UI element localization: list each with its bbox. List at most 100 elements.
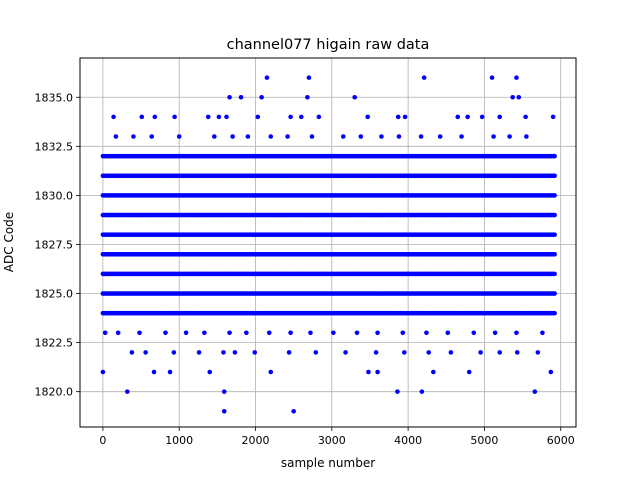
data-point: [552, 251, 557, 257]
data-point: [497, 114, 502, 120]
data-point: [358, 134, 364, 139]
data-point: [259, 94, 264, 100]
data-point: [523, 114, 528, 120]
data-points: [100, 75, 557, 414]
chart-title: channel077 higain raw data: [227, 37, 430, 53]
data-point: [221, 389, 227, 394]
data-point: [366, 369, 371, 375]
data-point: [459, 134, 464, 139]
data-point: [102, 330, 108, 336]
data-point: [540, 330, 545, 336]
data-point: [113, 134, 119, 139]
data-point: [492, 330, 498, 336]
data-point: [216, 114, 222, 120]
data-point: [285, 134, 290, 139]
data-point: [419, 389, 425, 394]
data-point: [478, 350, 483, 355]
data-point: [497, 350, 502, 355]
data-point: [331, 330, 336, 336]
y-tick-label: 1820.0: [35, 386, 74, 399]
data-point: [489, 75, 495, 80]
data-point: [305, 94, 310, 100]
data-point: [288, 114, 293, 120]
data-point: [352, 94, 358, 100]
data-point: [129, 350, 135, 355]
data-point: [431, 369, 436, 375]
x-tick-label: 5000: [470, 434, 498, 447]
y-tick-label: 1822.5: [35, 337, 74, 350]
data-point: [252, 350, 258, 355]
data-point: [375, 330, 380, 336]
data-point: [221, 350, 226, 355]
data-point: [100, 369, 106, 375]
data-point: [306, 75, 312, 80]
data-point: [365, 114, 370, 120]
data-point: [400, 330, 406, 336]
data-point: [232, 350, 238, 355]
data-point: [171, 350, 177, 355]
data-point: [288, 330, 293, 336]
x-axis-ticks: 0 1000 2000 3000 4000 5000 6000: [99, 427, 575, 447]
data-point: [510, 94, 515, 100]
data-point: [421, 75, 427, 80]
y-axis-ticks: 1820.0 1822.5 1825.0 1827.5 1830.0 1832.5 1835…: [35, 91, 80, 399]
data-point: [125, 389, 130, 394]
data-point: [471, 330, 477, 336]
data-point: [532, 389, 538, 394]
data-point: [111, 114, 116, 120]
data-point: [466, 369, 472, 375]
data-point: [230, 134, 235, 139]
data-point: [402, 114, 408, 120]
data-point: [395, 114, 401, 120]
data-point: [507, 134, 512, 139]
data-point: [151, 369, 157, 375]
data-point: [176, 134, 182, 139]
data-point: [552, 291, 557, 296]
data-point: [491, 134, 496, 139]
data-point: [552, 173, 557, 179]
data-point: [196, 350, 202, 355]
data-point: [264, 75, 270, 80]
y-tick-label: 1830.0: [35, 189, 74, 202]
data-point: [143, 350, 148, 355]
data-point: [212, 134, 217, 139]
y-tick-label: 1832.5: [35, 140, 74, 153]
data-point: [139, 114, 145, 120]
data-point: [152, 114, 158, 120]
data-point: [552, 271, 557, 277]
data-point: [227, 330, 232, 336]
data-point: [465, 114, 470, 120]
data-point: [244, 330, 249, 336]
y-tick-label: 1827.5: [35, 238, 74, 251]
data-point: [426, 350, 432, 355]
data-point: [396, 134, 402, 139]
data-point: [550, 114, 556, 120]
data-point: [224, 114, 229, 120]
data-point: [207, 369, 213, 375]
data-point: [514, 75, 519, 80]
data-point: [183, 330, 189, 336]
data-point: [266, 330, 272, 336]
data-point: [395, 389, 400, 394]
data-point: [238, 94, 244, 100]
data-point: [309, 134, 315, 139]
y-tick-label: 1825.0: [35, 288, 74, 301]
data-point: [268, 134, 274, 139]
data-point: [298, 114, 304, 120]
data-point: [516, 94, 522, 100]
data-point: [313, 350, 319, 355]
data-point: [455, 114, 461, 120]
data-point: [343, 350, 348, 355]
data-point: [548, 369, 554, 375]
y-tick-label: 1835.0: [35, 91, 74, 104]
data-point: [514, 350, 520, 355]
x-tick-label: 2000: [242, 434, 270, 447]
data-point: [115, 330, 121, 336]
data-point: [552, 212, 557, 218]
data-point: [448, 350, 454, 355]
data-point: [418, 134, 424, 139]
data-point: [437, 134, 443, 139]
x-tick-label: 0: [99, 434, 106, 447]
x-tick-label: 1000: [165, 434, 193, 447]
